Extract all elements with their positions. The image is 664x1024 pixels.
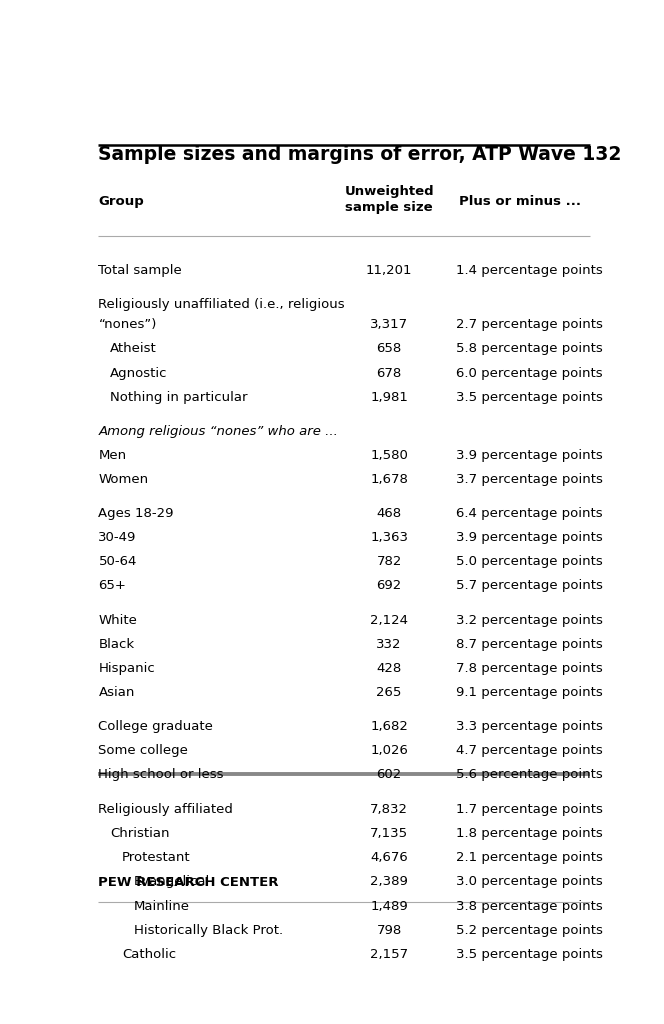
Text: 1,682: 1,682 (371, 720, 408, 733)
Text: Catholic: Catholic (122, 947, 176, 961)
Text: 1.8 percentage points: 1.8 percentage points (456, 827, 603, 841)
Text: 1,363: 1,363 (371, 531, 408, 545)
Text: Hispanic: Hispanic (98, 662, 155, 675)
Text: 1,981: 1,981 (371, 390, 408, 403)
Text: 3.7 percentage points: 3.7 percentage points (456, 473, 603, 486)
Text: 1.7 percentage points: 1.7 percentage points (456, 804, 603, 816)
Text: 9.1 percentage points: 9.1 percentage points (456, 686, 603, 698)
Text: 3,317: 3,317 (370, 318, 408, 332)
Text: 3.2 percentage points: 3.2 percentage points (456, 613, 603, 627)
Text: Unweighted
sample size: Unweighted sample size (345, 185, 434, 214)
Text: 7.8 percentage points: 7.8 percentage points (456, 662, 603, 675)
Text: 468: 468 (376, 507, 402, 520)
Text: Ages 18-29: Ages 18-29 (98, 507, 174, 520)
Text: 2.7 percentage points: 2.7 percentage points (456, 318, 603, 332)
Text: Plus or minus ...: Plus or minus ... (459, 196, 582, 209)
Text: 1,026: 1,026 (371, 744, 408, 757)
Text: Mainline: Mainline (134, 899, 190, 912)
Text: 3.9 percentage points: 3.9 percentage points (456, 531, 603, 545)
Text: 6.4 percentage points: 6.4 percentage points (456, 507, 603, 520)
Text: 798: 798 (376, 924, 402, 937)
Text: 2,389: 2,389 (371, 876, 408, 889)
Text: Historically Black Prot.: Historically Black Prot. (134, 924, 283, 937)
Text: 1,580: 1,580 (371, 449, 408, 462)
Text: 3.5 percentage points: 3.5 percentage points (456, 390, 603, 403)
Text: Men: Men (98, 449, 127, 462)
Text: 3.5 percentage points: 3.5 percentage points (456, 947, 603, 961)
Text: White: White (98, 613, 137, 627)
Text: 65+: 65+ (98, 580, 126, 593)
Text: PEW RESEARCH CENTER: PEW RESEARCH CENTER (98, 877, 279, 889)
Text: Religiously affiliated: Religiously affiliated (98, 804, 233, 816)
Text: Religiously unaffiliated (i.e., religious: Religiously unaffiliated (i.e., religiou… (98, 298, 345, 311)
Text: 6.0 percentage points: 6.0 percentage points (456, 367, 603, 380)
Text: Agnostic: Agnostic (110, 367, 168, 380)
Text: 678: 678 (376, 367, 402, 380)
Text: Some college: Some college (98, 744, 189, 757)
Text: 7,832: 7,832 (371, 804, 408, 816)
Text: Nothing in particular: Nothing in particular (110, 390, 248, 403)
Text: Women: Women (98, 473, 149, 486)
Text: Black: Black (98, 638, 135, 651)
Text: Evangelical: Evangelical (134, 876, 210, 889)
Text: 1,489: 1,489 (371, 899, 408, 912)
Text: 5.6 percentage points: 5.6 percentage points (456, 768, 603, 781)
Text: 8.7 percentage points: 8.7 percentage points (456, 638, 603, 651)
Text: 5.2 percentage points: 5.2 percentage points (456, 924, 603, 937)
Text: 265: 265 (376, 686, 402, 698)
Text: Group: Group (98, 196, 144, 209)
Text: 782: 782 (376, 555, 402, 568)
Text: 602: 602 (376, 768, 402, 781)
Text: 2,157: 2,157 (370, 947, 408, 961)
Text: Sample sizes and margins of error, ATP Wave 132: Sample sizes and margins of error, ATP W… (98, 145, 622, 164)
Text: 692: 692 (376, 580, 402, 593)
Text: 4.7 percentage points: 4.7 percentage points (456, 744, 603, 757)
Text: 50-64: 50-64 (98, 555, 137, 568)
Text: 2.1 percentage points: 2.1 percentage points (456, 851, 603, 864)
Text: 658: 658 (376, 342, 402, 355)
Text: 3.8 percentage points: 3.8 percentage points (456, 899, 603, 912)
Text: 3.3 percentage points: 3.3 percentage points (456, 720, 603, 733)
Text: 30-49: 30-49 (98, 531, 137, 545)
Text: 2,124: 2,124 (371, 613, 408, 627)
Text: Atheist: Atheist (110, 342, 157, 355)
Text: College graduate: College graduate (98, 720, 213, 733)
Text: 5.0 percentage points: 5.0 percentage points (456, 555, 603, 568)
Text: High school or less: High school or less (98, 768, 224, 781)
Text: “nones”): “nones”) (98, 318, 157, 332)
Text: Protestant: Protestant (122, 851, 191, 864)
Text: 3.9 percentage points: 3.9 percentage points (456, 449, 603, 462)
Text: Christian: Christian (110, 827, 170, 841)
Text: 7,135: 7,135 (370, 827, 408, 841)
Text: 1.4 percentage points: 1.4 percentage points (456, 263, 603, 276)
Text: 3.0 percentage points: 3.0 percentage points (456, 876, 603, 889)
Text: 332: 332 (376, 638, 402, 651)
Text: Asian: Asian (98, 686, 135, 698)
Text: Total sample: Total sample (98, 263, 182, 276)
Text: 428: 428 (376, 662, 402, 675)
Text: 5.8 percentage points: 5.8 percentage points (456, 342, 603, 355)
Text: 11,201: 11,201 (366, 263, 412, 276)
Text: 5.7 percentage points: 5.7 percentage points (456, 580, 603, 593)
Text: Among religious “nones” who are ...: Among religious “nones” who are ... (98, 425, 339, 438)
Text: 4,676: 4,676 (371, 851, 408, 864)
Text: 1,678: 1,678 (371, 473, 408, 486)
